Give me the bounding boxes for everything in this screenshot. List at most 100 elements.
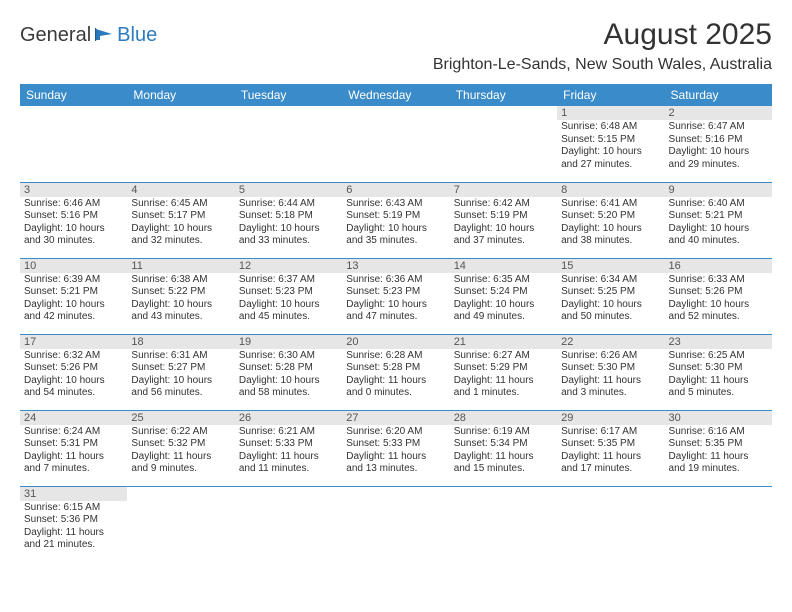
day-number: 27 bbox=[342, 411, 449, 425]
calendar-cell: 8Sunrise: 6:41 AMSunset: 5:20 PMDaylight… bbox=[557, 182, 664, 258]
day-number: 6 bbox=[342, 183, 449, 197]
calendar-cell: 30Sunrise: 6:16 AMSunset: 5:35 PMDayligh… bbox=[665, 410, 772, 486]
calendar-cell: 22Sunrise: 6:26 AMSunset: 5:30 PMDayligh… bbox=[557, 334, 664, 410]
day-details: Sunrise: 6:19 AMSunset: 5:34 PMDaylight:… bbox=[450, 425, 557, 479]
calendar-cell: 19Sunrise: 6:30 AMSunset: 5:28 PMDayligh… bbox=[235, 334, 342, 410]
calendar-cell: 27Sunrise: 6:20 AMSunset: 5:33 PMDayligh… bbox=[342, 410, 449, 486]
calendar-cell: 6Sunrise: 6:43 AMSunset: 5:19 PMDaylight… bbox=[342, 182, 449, 258]
calendar-cell: 18Sunrise: 6:31 AMSunset: 5:27 PMDayligh… bbox=[127, 334, 234, 410]
logo-text-2: Blue bbox=[117, 24, 157, 47]
calendar-row: 24Sunrise: 6:24 AMSunset: 5:31 PMDayligh… bbox=[20, 410, 772, 486]
day-number: 11 bbox=[127, 259, 234, 273]
day-details: Sunrise: 6:26 AMSunset: 5:30 PMDaylight:… bbox=[557, 349, 664, 403]
day-details: Sunrise: 6:17 AMSunset: 5:35 PMDaylight:… bbox=[557, 425, 664, 479]
calendar-cell bbox=[665, 486, 772, 562]
day-details: Sunrise: 6:34 AMSunset: 5:25 PMDaylight:… bbox=[557, 273, 664, 327]
calendar-row: 1Sunrise: 6:48 AMSunset: 5:15 PMDaylight… bbox=[20, 106, 772, 182]
calendar-cell: 12Sunrise: 6:37 AMSunset: 5:23 PMDayligh… bbox=[235, 258, 342, 334]
day-details: Sunrise: 6:24 AMSunset: 5:31 PMDaylight:… bbox=[20, 425, 127, 479]
day-details: Sunrise: 6:39 AMSunset: 5:21 PMDaylight:… bbox=[20, 273, 127, 327]
day-details: Sunrise: 6:41 AMSunset: 5:20 PMDaylight:… bbox=[557, 197, 664, 251]
day-number: 4 bbox=[127, 183, 234, 197]
day-number: 7 bbox=[450, 183, 557, 197]
day-details: Sunrise: 6:27 AMSunset: 5:29 PMDaylight:… bbox=[450, 349, 557, 403]
day-details: Sunrise: 6:36 AMSunset: 5:23 PMDaylight:… bbox=[342, 273, 449, 327]
day-details: Sunrise: 6:37 AMSunset: 5:23 PMDaylight:… bbox=[235, 273, 342, 327]
calendar-cell bbox=[235, 106, 342, 182]
day-details: Sunrise: 6:32 AMSunset: 5:26 PMDaylight:… bbox=[20, 349, 127, 403]
calendar-cell bbox=[127, 486, 234, 562]
calendar-cell: 20Sunrise: 6:28 AMSunset: 5:28 PMDayligh… bbox=[342, 334, 449, 410]
day-details: Sunrise: 6:16 AMSunset: 5:35 PMDaylight:… bbox=[665, 425, 772, 479]
day-number: 18 bbox=[127, 335, 234, 349]
calendar-cell: 25Sunrise: 6:22 AMSunset: 5:32 PMDayligh… bbox=[127, 410, 234, 486]
day-number: 25 bbox=[127, 411, 234, 425]
day-number: 28 bbox=[450, 411, 557, 425]
calendar-cell: 16Sunrise: 6:33 AMSunset: 5:26 PMDayligh… bbox=[665, 258, 772, 334]
day-number: 26 bbox=[235, 411, 342, 425]
calendar-cell: 13Sunrise: 6:36 AMSunset: 5:23 PMDayligh… bbox=[342, 258, 449, 334]
calendar-cell: 17Sunrise: 6:32 AMSunset: 5:26 PMDayligh… bbox=[20, 334, 127, 410]
calendar-cell: 7Sunrise: 6:42 AMSunset: 5:19 PMDaylight… bbox=[450, 182, 557, 258]
col-wednesday: Wednesday bbox=[342, 84, 449, 106]
day-number: 8 bbox=[557, 183, 664, 197]
day-number: 16 bbox=[665, 259, 772, 273]
day-number: 21 bbox=[450, 335, 557, 349]
col-thursday: Thursday bbox=[450, 84, 557, 106]
day-details: Sunrise: 6:30 AMSunset: 5:28 PMDaylight:… bbox=[235, 349, 342, 403]
day-number: 20 bbox=[342, 335, 449, 349]
calendar-row: 31Sunrise: 6:15 AMSunset: 5:36 PMDayligh… bbox=[20, 486, 772, 562]
day-number: 29 bbox=[557, 411, 664, 425]
day-number: 10 bbox=[20, 259, 127, 273]
calendar-cell: 5Sunrise: 6:44 AMSunset: 5:18 PMDaylight… bbox=[235, 182, 342, 258]
calendar-cell bbox=[20, 106, 127, 182]
calendar-cell: 29Sunrise: 6:17 AMSunset: 5:35 PMDayligh… bbox=[557, 410, 664, 486]
calendar-cell bbox=[450, 106, 557, 182]
calendar-cell: 24Sunrise: 6:24 AMSunset: 5:31 PMDayligh… bbox=[20, 410, 127, 486]
col-sunday: Sunday bbox=[20, 84, 127, 106]
page-title: August 2025 bbox=[433, 18, 772, 52]
day-number: 24 bbox=[20, 411, 127, 425]
logo: General Blue bbox=[20, 24, 157, 47]
calendar-cell: 4Sunrise: 6:45 AMSunset: 5:17 PMDaylight… bbox=[127, 182, 234, 258]
day-number: 3 bbox=[20, 183, 127, 197]
header-row: General Blue August 2025 Brighton-Le-San… bbox=[20, 18, 772, 74]
calendar-cell bbox=[342, 486, 449, 562]
day-details: Sunrise: 6:28 AMSunset: 5:28 PMDaylight:… bbox=[342, 349, 449, 403]
day-details: Sunrise: 6:46 AMSunset: 5:16 PMDaylight:… bbox=[20, 197, 127, 251]
calendar-cell: 31Sunrise: 6:15 AMSunset: 5:36 PMDayligh… bbox=[20, 486, 127, 562]
calendar-row: 17Sunrise: 6:32 AMSunset: 5:26 PMDayligh… bbox=[20, 334, 772, 410]
calendar-row: 3Sunrise: 6:46 AMSunset: 5:16 PMDaylight… bbox=[20, 182, 772, 258]
calendar-cell bbox=[342, 106, 449, 182]
day-details: Sunrise: 6:48 AMSunset: 5:15 PMDaylight:… bbox=[557, 120, 664, 174]
day-details: Sunrise: 6:47 AMSunset: 5:16 PMDaylight:… bbox=[665, 120, 772, 174]
calendar-cell: 21Sunrise: 6:27 AMSunset: 5:29 PMDayligh… bbox=[450, 334, 557, 410]
calendar-cell: 9Sunrise: 6:40 AMSunset: 5:21 PMDaylight… bbox=[665, 182, 772, 258]
day-details: Sunrise: 6:42 AMSunset: 5:19 PMDaylight:… bbox=[450, 197, 557, 251]
calendar-table: Sunday Monday Tuesday Wednesday Thursday… bbox=[20, 84, 772, 562]
col-tuesday: Tuesday bbox=[235, 84, 342, 106]
calendar-cell bbox=[557, 486, 664, 562]
day-number: 31 bbox=[20, 487, 127, 501]
day-number: 17 bbox=[20, 335, 127, 349]
day-details: Sunrise: 6:31 AMSunset: 5:27 PMDaylight:… bbox=[127, 349, 234, 403]
day-details: Sunrise: 6:20 AMSunset: 5:33 PMDaylight:… bbox=[342, 425, 449, 479]
day-details: Sunrise: 6:38 AMSunset: 5:22 PMDaylight:… bbox=[127, 273, 234, 327]
calendar-cell: 28Sunrise: 6:19 AMSunset: 5:34 PMDayligh… bbox=[450, 410, 557, 486]
day-number: 12 bbox=[235, 259, 342, 273]
calendar-cell: 3Sunrise: 6:46 AMSunset: 5:16 PMDaylight… bbox=[20, 182, 127, 258]
title-block: August 2025 Brighton-Le-Sands, New South… bbox=[433, 18, 772, 74]
col-saturday: Saturday bbox=[665, 84, 772, 106]
day-number: 5 bbox=[235, 183, 342, 197]
day-number: 19 bbox=[235, 335, 342, 349]
calendar-cell: 1Sunrise: 6:48 AMSunset: 5:15 PMDaylight… bbox=[557, 106, 664, 182]
day-details: Sunrise: 6:22 AMSunset: 5:32 PMDaylight:… bbox=[127, 425, 234, 479]
day-number: 14 bbox=[450, 259, 557, 273]
col-monday: Monday bbox=[127, 84, 234, 106]
day-number: 30 bbox=[665, 411, 772, 425]
day-details: Sunrise: 6:33 AMSunset: 5:26 PMDaylight:… bbox=[665, 273, 772, 327]
day-details: Sunrise: 6:43 AMSunset: 5:19 PMDaylight:… bbox=[342, 197, 449, 251]
flag-icon bbox=[94, 27, 114, 43]
day-number: 1 bbox=[557, 106, 664, 120]
calendar-row: 10Sunrise: 6:39 AMSunset: 5:21 PMDayligh… bbox=[20, 258, 772, 334]
